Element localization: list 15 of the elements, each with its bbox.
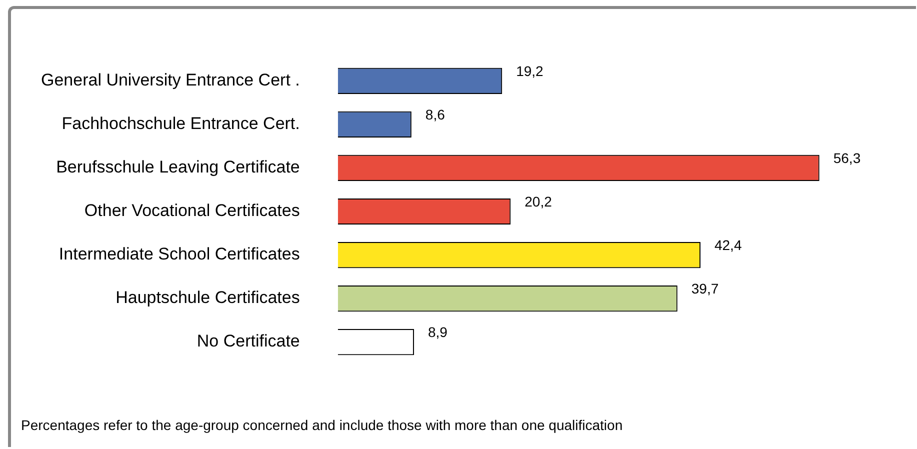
data-label: 8,9 [428, 324, 448, 340]
data-label: 42,4 [714, 236, 742, 253]
data-label: 20,2 [524, 193, 552, 210]
text: Percentages refer to the age-group concerned and include those with more than one qualification [21, 417, 623, 433]
data-label: 39,7 [691, 280, 719, 296]
y-tick-label: Berufsschule Leaving Certificate [56, 158, 300, 177]
data-label: 19,2 [516, 62, 544, 79]
y-tick-label: No Certificate [196, 332, 300, 351]
y-tick-label: Hauptschule Certificates [116, 288, 300, 308]
data-label: 56,3 [833, 150, 861, 166]
y-tick-label: Other Vocational Certificates [84, 201, 300, 220]
y-tick-label: Intermediate School Certificates [58, 244, 300, 264]
y-tick-label: General University Entrance Cert . [40, 70, 300, 90]
y-tick-label: Fachhochschule Entrance Cert. [62, 114, 300, 134]
data-label: 8,6 [425, 106, 446, 122]
